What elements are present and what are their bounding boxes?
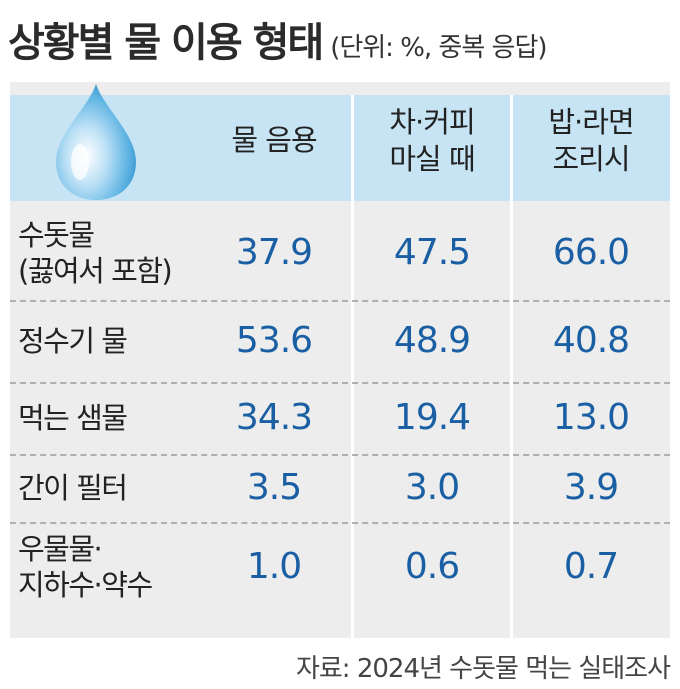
value-cell: 3.0 <box>404 467 460 508</box>
column-header-line: 조리시 <box>552 142 630 176</box>
row-label: 간이 필터 <box>18 470 214 506</box>
title-row: 상황별 물 이용 형태 (단위: %, 중복 응답) <box>8 10 672 70</box>
value-cell: 3.9 <box>563 467 619 508</box>
column-header-line: 물 음용 <box>231 123 317 157</box>
value-cell: 53.6 <box>235 320 313 361</box>
column-divider <box>510 95 513 638</box>
value-cell: 34.3 <box>235 397 313 438</box>
column-divider <box>351 95 354 638</box>
table-panel: 물 음용 차·커피 마실 때 밥·라면 조리시 수돗물 (끓여서 포함) 37.9 47.5 66… <box>10 82 670 638</box>
column-header-line: 마실 때 <box>389 142 475 176</box>
chart-title: 상황별 물 이용 형태 <box>8 20 324 66</box>
row-label: 정수기 물 <box>18 323 214 359</box>
value-cell: 3.5 <box>246 467 302 508</box>
source-note: 자료: 2024년 수돗물 먹는 실태조사 <box>295 654 671 684</box>
row-label-line: 간이 필터 <box>18 471 128 505</box>
row-label-line: 수돗물 <box>18 218 95 252</box>
column-header-line: 밥·라면 <box>548 105 634 139</box>
value-cell: 48.9 <box>393 320 471 361</box>
row-label: 먹는 샘물 <box>18 400 214 436</box>
row-separator <box>10 522 670 524</box>
value-cell: 0.7 <box>563 546 619 587</box>
value-cell: 66.0 <box>552 232 630 273</box>
row-label-line: 지하수·약수 <box>18 568 153 602</box>
column-header: 차·커피 마실 때 <box>354 104 510 178</box>
row-label-line: 정수기 물 <box>18 324 128 358</box>
row-label-line: 우물물· <box>18 532 103 566</box>
value-cell: 19.4 <box>393 397 471 438</box>
column-header: 물 음용 <box>196 122 352 159</box>
column-header-line: 차·커피 <box>389 105 475 139</box>
row-label: 우물물· 지하수·약수 <box>18 531 214 603</box>
value-cell: 13.0 <box>552 397 630 438</box>
unit-note: (단위: %, 중복 응답) <box>330 33 547 63</box>
row-label-line: 먹는 샘물 <box>18 401 128 435</box>
row-label-line: (끓여서 포함) <box>18 254 173 288</box>
column-header: 밥·라면 조리시 <box>513 104 669 178</box>
value-cell: 37.9 <box>235 232 313 273</box>
value-cell: 47.5 <box>393 232 471 273</box>
row-label: 수돗물 (끓여서 포함) <box>18 217 214 289</box>
value-cell: 40.8 <box>552 320 630 361</box>
water-drop-icon <box>56 84 136 200</box>
value-cell: 0.6 <box>404 546 460 587</box>
row-separator <box>10 454 670 456</box>
row-separator <box>10 382 670 384</box>
row-separator <box>10 300 670 302</box>
value-cell: 1.0 <box>246 546 302 587</box>
